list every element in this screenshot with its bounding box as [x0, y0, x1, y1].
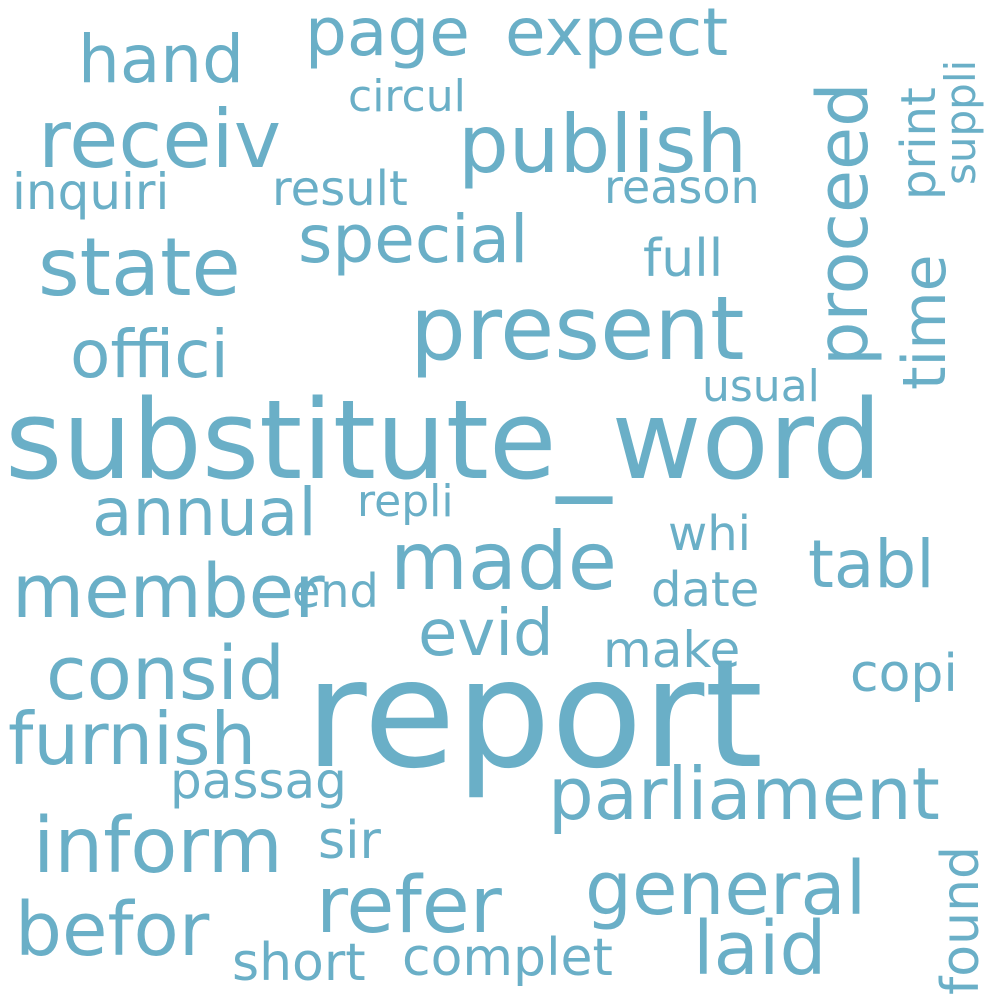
word-refer: refer	[316, 861, 502, 951]
word-make: make	[603, 621, 741, 679]
word-full: full	[643, 229, 724, 289]
word-expect: expect	[505, 0, 729, 71]
word-evid: evid	[418, 597, 554, 671]
word-substitute-word: substitute_word	[5, 376, 882, 504]
word-sir: sir	[318, 811, 381, 871]
word-result: result	[272, 161, 408, 217]
word-furnish: furnish	[8, 697, 257, 781]
word-short: short	[232, 933, 366, 993]
word-suppli: suppli	[936, 59, 985, 185]
word-passag: passag	[170, 752, 347, 810]
word-whi: whi	[668, 506, 752, 562]
word-annual: annual	[92, 474, 317, 551]
word-member: member	[12, 549, 325, 635]
word-date: date	[651, 562, 760, 618]
word-offici: offici	[70, 316, 229, 393]
word-special: special	[298, 201, 529, 278]
word-time: time	[890, 254, 960, 390]
word-laid: laid	[693, 906, 827, 992]
word-present: present	[410, 277, 745, 380]
word-copi: copi	[850, 644, 958, 704]
word-usual: usual	[702, 361, 820, 412]
word-end: end	[292, 564, 379, 618]
word-repli: repli	[357, 476, 454, 527]
word-tabl: tabl	[808, 526, 935, 603]
word-made: made	[390, 515, 617, 608]
word-complet: complet	[402, 928, 613, 988]
word-page: page	[305, 0, 470, 71]
word-report: report	[305, 628, 764, 802]
word-parliament: parliament	[548, 752, 940, 836]
word-proceed: proceed	[802, 82, 884, 366]
word-circul: circul	[348, 71, 466, 122]
word-befor: befor	[15, 887, 210, 973]
word-consid: consid	[46, 631, 285, 717]
word-inquiri: inquiri	[12, 163, 170, 221]
word-hand: hand	[78, 21, 244, 98]
word-publish: publish	[458, 98, 748, 191]
word-state: state	[38, 221, 241, 314]
word-inform: inform	[33, 802, 283, 891]
word-general: general	[585, 846, 867, 932]
word-found: found	[931, 845, 991, 995]
word-reason: reason	[604, 160, 760, 214]
word-receiv: receiv	[38, 93, 282, 186]
